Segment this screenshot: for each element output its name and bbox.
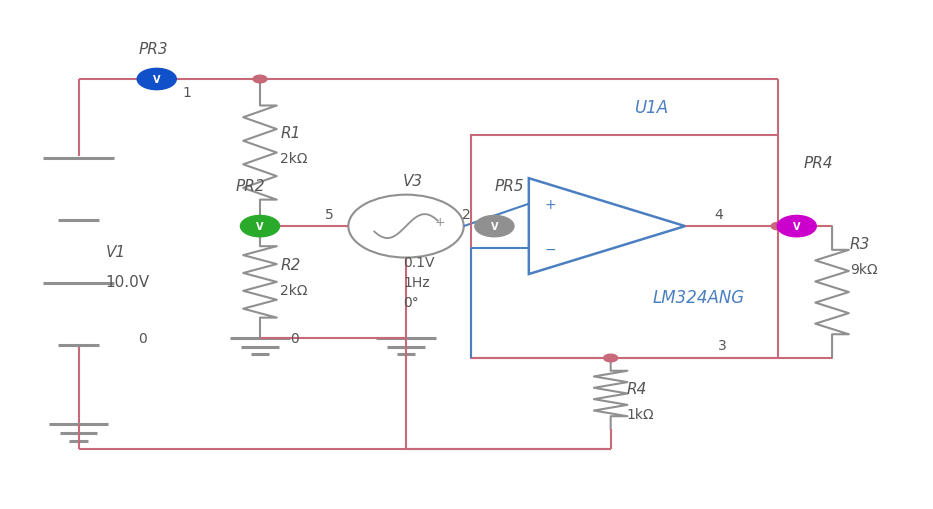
Text: +: + xyxy=(545,197,556,211)
Circle shape xyxy=(253,223,267,231)
Text: PR2: PR2 xyxy=(236,179,265,193)
Text: V: V xyxy=(153,75,160,85)
Text: LM324ANG: LM324ANG xyxy=(652,289,745,306)
Circle shape xyxy=(253,223,267,231)
Circle shape xyxy=(475,216,514,237)
Text: PR5: PR5 xyxy=(494,179,524,193)
Text: 0.1V: 0.1V xyxy=(403,255,435,269)
Circle shape xyxy=(137,69,176,91)
Text: 1: 1 xyxy=(183,86,191,99)
Text: 0: 0 xyxy=(138,331,146,345)
Text: V: V xyxy=(793,221,801,232)
Text: V1: V1 xyxy=(105,244,126,260)
Text: R2: R2 xyxy=(281,257,300,272)
Text: R3: R3 xyxy=(850,237,870,252)
Text: −: − xyxy=(545,242,556,256)
Text: PR4: PR4 xyxy=(803,156,833,171)
Text: 0: 0 xyxy=(290,331,299,345)
Text: +: + xyxy=(434,215,445,229)
Text: V: V xyxy=(491,221,498,232)
Text: V: V xyxy=(257,221,264,232)
Text: R4: R4 xyxy=(626,381,647,396)
Text: 5: 5 xyxy=(325,208,334,222)
Circle shape xyxy=(604,354,618,362)
Text: 1kΩ: 1kΩ xyxy=(626,407,654,421)
Circle shape xyxy=(772,223,785,231)
Text: 9kΩ: 9kΩ xyxy=(850,263,877,277)
Circle shape xyxy=(777,216,816,237)
Text: 3: 3 xyxy=(717,338,727,353)
Text: 0°: 0° xyxy=(403,296,419,309)
Text: 4: 4 xyxy=(714,208,723,222)
Text: 2kΩ: 2kΩ xyxy=(281,283,308,297)
Text: 2: 2 xyxy=(462,208,470,222)
Text: R1: R1 xyxy=(281,126,300,140)
Bar xyxy=(471,135,778,358)
Circle shape xyxy=(241,216,280,237)
Text: 1Hz: 1Hz xyxy=(403,275,430,289)
Text: U1A: U1A xyxy=(634,99,668,117)
Circle shape xyxy=(253,76,267,83)
Text: 10.0V: 10.0V xyxy=(105,275,149,290)
Text: V3: V3 xyxy=(403,174,424,188)
Text: 2kΩ: 2kΩ xyxy=(281,151,308,165)
Text: PR3: PR3 xyxy=(139,42,169,57)
